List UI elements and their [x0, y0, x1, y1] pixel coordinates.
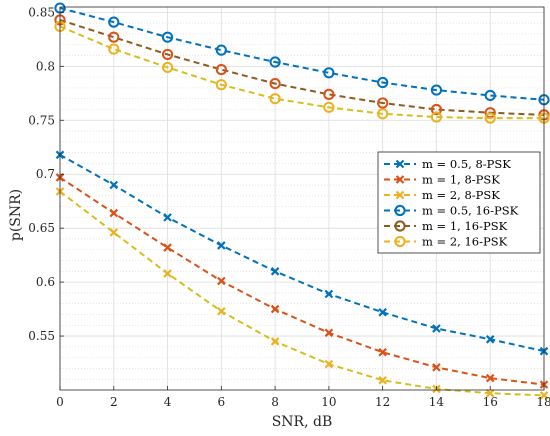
data-point — [269, 56, 281, 68]
legend-marker — [394, 204, 406, 217]
data-point — [163, 213, 172, 222]
data-point — [378, 308, 387, 317]
data-point — [485, 335, 495, 344]
data-point — [215, 79, 227, 91]
data-point — [484, 89, 496, 102]
y-tick-label: 0.75 — [28, 113, 55, 127]
x-tick-label: 16 — [483, 395, 498, 409]
data-point — [163, 269, 172, 278]
y-axis-label: p(SNR) — [8, 189, 24, 241]
legend-label: m = 1, 16-PSK — [422, 219, 508, 233]
series-line — [59, 18, 545, 116]
data-point — [161, 61, 174, 74]
y-axis-ticks: 0.55 0.6 0.65 0.7 0.75 0.8 0.85 — [28, 5, 64, 343]
legend-entry: m = 2, 8-PSK — [384, 188, 500, 202]
y-tick-label: 0.65 — [28, 221, 55, 235]
data-point — [215, 44, 227, 56]
data-point — [109, 208, 119, 218]
data-point — [269, 78, 281, 90]
data-point — [430, 84, 443, 96]
data-point — [539, 391, 549, 400]
x-tick-label: 10 — [321, 395, 336, 409]
data-point — [269, 93, 281, 105]
data-point — [161, 48, 174, 61]
legend-entry: m = 1, 8-PSK — [384, 173, 500, 187]
data-point — [163, 243, 172, 252]
data-point — [485, 373, 495, 383]
data-point — [109, 228, 119, 237]
data-point — [378, 347, 387, 357]
x-tick-label: 18 — [536, 395, 550, 409]
data-point — [324, 328, 334, 338]
series-line — [59, 25, 544, 120]
data-point — [108, 31, 120, 43]
series-line — [59, 190, 545, 397]
legend-label: m = 0.5, 16-PSK — [422, 204, 519, 218]
data-point — [217, 241, 226, 250]
series-line — [59, 176, 545, 386]
x-axis-label: SNR, dB — [272, 414, 333, 430]
y-tick-label: 0.8 — [36, 59, 55, 73]
data-point — [108, 43, 120, 55]
legend-label: m = 2, 8-PSK — [422, 188, 500, 202]
data-point — [430, 111, 443, 123]
data-point — [215, 63, 227, 76]
y-tick-label: 0.7 — [36, 167, 55, 181]
series-line — [59, 7, 545, 101]
data-point — [430, 103, 443, 116]
x-tick-label: 6 — [218, 395, 226, 409]
data-point — [484, 112, 496, 124]
data-point — [323, 88, 335, 100]
legend-marker — [395, 190, 405, 200]
legend-box — [377, 151, 541, 254]
data-point — [270, 267, 280, 276]
legend-marker — [395, 159, 405, 169]
legend-entry: m = 1, 16-PSK — [384, 219, 508, 233]
data-point — [161, 31, 174, 43]
y-tick-label: 0.55 — [28, 329, 55, 343]
legend-label: m = 1, 8-PSK — [422, 173, 500, 187]
data-point — [323, 101, 335, 113]
x-tick-label: 0 — [56, 395, 64, 409]
data-point — [432, 363, 441, 372]
legend-entry: m = 2, 16-PSK — [384, 235, 508, 249]
data-point — [270, 304, 280, 314]
data-point — [378, 376, 387, 385]
legend-entry: m = 0.5, 8-PSK — [384, 157, 511, 171]
x-tick-label: 14 — [429, 395, 445, 409]
data-point — [377, 97, 389, 109]
y-tick-label: 0.6 — [36, 275, 55, 289]
data-point — [217, 276, 226, 286]
x-tick-label: 8 — [271, 395, 279, 409]
data-point — [324, 289, 334, 299]
data-point — [270, 337, 280, 346]
x-tick-label: 4 — [164, 395, 172, 409]
data-point — [217, 306, 226, 316]
legend-marker — [394, 220, 406, 232]
legend-label: m = 2, 16-PSK — [422, 235, 508, 249]
legend-marker — [394, 235, 406, 248]
y-tick-label: 0.85 — [28, 5, 55, 19]
data-point — [432, 324, 441, 333]
data-point — [109, 180, 119, 190]
x-tick-label: 12 — [375, 395, 390, 409]
data-point — [485, 388, 495, 398]
legend-label: m = 0.5, 8-PSK — [422, 157, 511, 171]
series-1 — [55, 150, 549, 356]
data-point — [324, 359, 334, 369]
x-axis-ticks: 0 2 4 6 8 10 12 14 16 18 — [56, 386, 550, 409]
x-tick-label: 2 — [110, 395, 118, 409]
data-point — [377, 108, 389, 120]
legend-marker — [395, 175, 405, 184]
plot-frame — [59, 6, 545, 391]
legend-entry: m = 0.5, 16-PSK — [384, 204, 519, 218]
data-point — [323, 67, 335, 79]
series-line — [59, 153, 545, 353]
series-layer — [54, 2, 550, 400]
data-point — [377, 76, 389, 89]
data-point — [108, 16, 120, 28]
